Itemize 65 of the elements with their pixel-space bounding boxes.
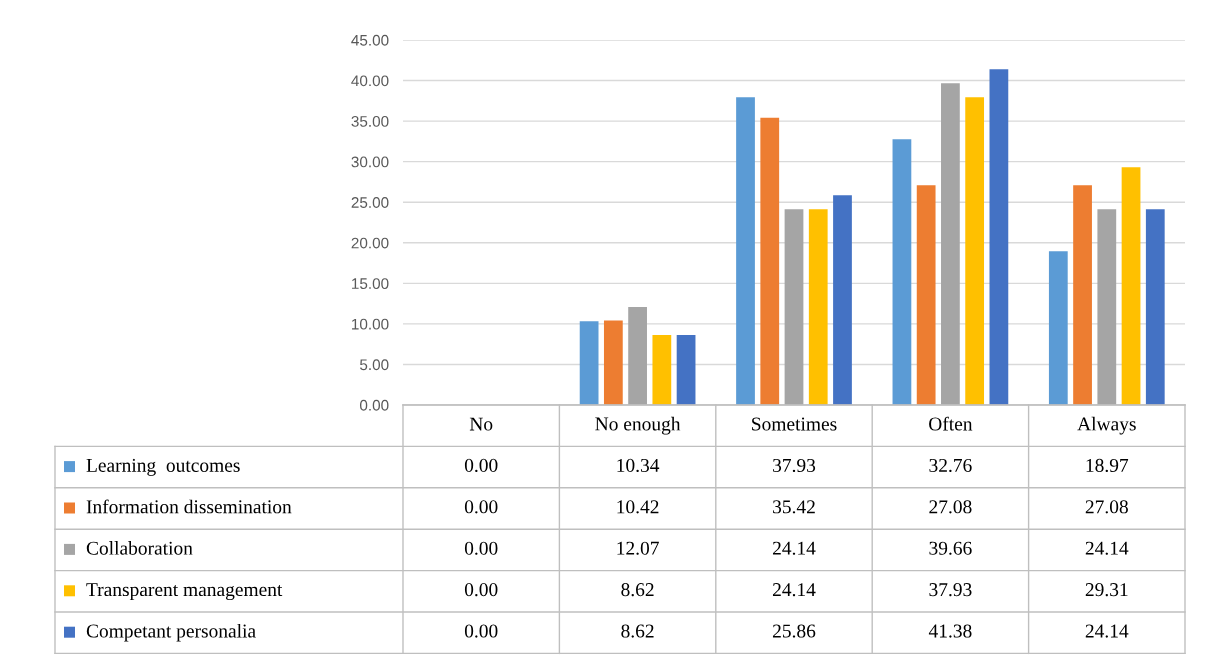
data-label: 8.62 xyxy=(621,583,654,597)
bar xyxy=(833,195,852,405)
y-tick-label: 15.00 xyxy=(352,278,389,290)
bar xyxy=(1097,209,1117,405)
data-label: 32.76 xyxy=(929,458,972,473)
data-label: 24.14 xyxy=(1085,624,1129,638)
data-label: 10.34 xyxy=(617,458,660,473)
data-label: 35.42 xyxy=(773,500,815,514)
legend-label: Information dissemination xyxy=(86,499,292,514)
bar xyxy=(808,209,828,405)
data-label: 24.14 xyxy=(1085,541,1129,555)
data-label: 24.14 xyxy=(772,541,816,555)
y-tick-label: 0.00 xyxy=(359,399,389,411)
y-tick-label: 5.00 xyxy=(359,359,389,371)
bar xyxy=(784,209,804,405)
y-tick-label: 10.00 xyxy=(352,318,389,330)
data-label: 0.00 xyxy=(464,458,498,473)
bar xyxy=(965,97,985,405)
data-label: 0.00 xyxy=(464,624,498,638)
data-label: 0.00 xyxy=(464,541,498,555)
data-label: 25.86 xyxy=(772,624,816,638)
bar xyxy=(989,69,1009,405)
x-tick-label: No enough xyxy=(595,416,681,435)
data-label: 18.97 xyxy=(1086,458,1129,473)
data-label: 12.07 xyxy=(617,541,659,555)
y-tick-label: 45.00 xyxy=(351,34,389,46)
x-tick-label: Sometimes xyxy=(752,417,837,431)
data-label: 37.93 xyxy=(773,458,816,473)
bar xyxy=(579,321,599,405)
bar xyxy=(892,139,912,405)
data-label: 27.08 xyxy=(1085,500,1128,514)
x-tick-label: No xyxy=(469,417,493,431)
data-label: 0.00 xyxy=(464,500,498,514)
bar xyxy=(1073,185,1092,405)
legend-label: Collaboration xyxy=(86,541,193,555)
bar xyxy=(676,335,696,405)
bar xyxy=(628,307,647,405)
bar xyxy=(1145,209,1165,405)
data-label: 37.93 xyxy=(929,583,972,597)
data-label: 10.42 xyxy=(617,500,659,514)
bar xyxy=(916,185,936,405)
data-label: 39.66 xyxy=(929,541,972,555)
bar xyxy=(652,335,672,405)
x-tick-label: Often xyxy=(929,416,973,431)
y-tick-label: 40.00 xyxy=(351,75,389,87)
y-tick-label: 30.00 xyxy=(351,156,389,168)
legend-label: Transparent management xyxy=(86,583,283,601)
bar xyxy=(760,117,780,405)
data-label: 8.62 xyxy=(621,624,654,638)
data-label: 27.08 xyxy=(929,500,972,514)
x-tick-label: Always xyxy=(1077,416,1136,435)
data-label: 41.38 xyxy=(928,624,972,638)
legend-label: Competant personalia xyxy=(86,623,256,642)
bar xyxy=(736,97,755,405)
bar xyxy=(1121,167,1141,405)
data-label: 24.14 xyxy=(772,583,816,597)
bar xyxy=(1048,251,1068,405)
y-tick-label: 20.00 xyxy=(351,237,389,249)
legend-label: Learning outcomes xyxy=(86,458,240,476)
y-tick-label: 25.00 xyxy=(351,197,389,208)
bar xyxy=(603,320,623,405)
y-tick-label: 35.00 xyxy=(351,115,389,127)
data-label: 29.31 xyxy=(1085,583,1128,597)
data-label: 0.00 xyxy=(464,583,498,597)
bar xyxy=(941,83,960,405)
